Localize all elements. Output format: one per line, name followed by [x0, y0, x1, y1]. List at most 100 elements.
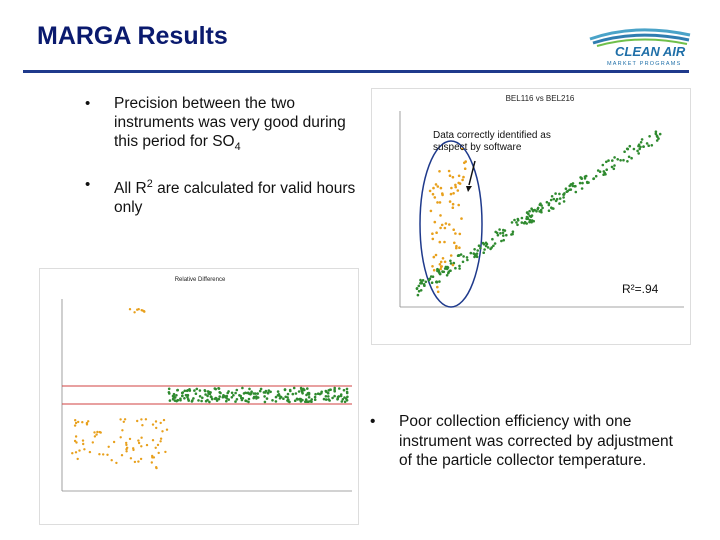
suspect-point — [431, 265, 434, 268]
suspect-point — [98, 430, 101, 434]
suspect-point — [431, 232, 434, 235]
suspect-point — [159, 437, 163, 440]
suspect-point — [95, 433, 98, 436]
valid-point — [580, 187, 584, 190]
valid-point — [183, 389, 187, 393]
suspect-point — [165, 428, 169, 431]
valid-point — [484, 244, 488, 248]
suspect-point — [458, 246, 461, 249]
valid-point — [192, 397, 195, 400]
suspect-point — [159, 421, 162, 425]
valid-point — [343, 400, 347, 404]
valid-point — [313, 395, 317, 399]
valid-point — [526, 217, 530, 221]
suspect-point — [457, 203, 460, 207]
valid-point — [574, 190, 578, 194]
valid-point — [605, 168, 608, 171]
valid-point — [176, 388, 179, 392]
valid-point — [628, 144, 632, 148]
bullet-precision: • Precision between the two instruments … — [85, 94, 360, 157]
valid-point — [219, 391, 222, 395]
difference-plot: Relative Difference — [61, 277, 352, 492]
valid-point — [515, 221, 518, 224]
valid-point — [305, 393, 308, 397]
valid-point — [458, 264, 461, 268]
suspect-point — [456, 189, 460, 192]
suspect-point — [449, 192, 453, 196]
valid-point — [626, 160, 629, 163]
valid-point — [549, 198, 553, 202]
valid-point — [314, 392, 317, 396]
valid-point — [541, 206, 544, 210]
valid-point — [645, 142, 649, 145]
valid-point — [254, 392, 257, 395]
suspect-point — [455, 246, 458, 250]
valid-point — [338, 387, 341, 390]
valid-point — [213, 397, 217, 401]
suspect-point — [436, 285, 439, 289]
valid-point — [486, 246, 490, 249]
suspect-point — [74, 451, 78, 454]
valid-point — [611, 159, 614, 162]
suspect-point — [433, 196, 437, 199]
valid-point — [499, 232, 502, 235]
valid-point — [339, 394, 343, 398]
valid-point — [207, 390, 211, 394]
bullet-dot: • — [370, 413, 376, 430]
suspect-point — [81, 439, 85, 442]
bullet-r2: • All R2 are calculated for valid hours … — [85, 175, 360, 217]
valid-point — [545, 200, 549, 204]
suspect-point — [455, 244, 458, 248]
valid-point — [416, 293, 420, 297]
valid-point — [554, 192, 557, 195]
valid-point — [636, 149, 639, 153]
suspect-point — [119, 418, 122, 421]
valid-point — [238, 394, 241, 397]
valid-point — [654, 132, 658, 135]
valid-point — [234, 391, 237, 395]
valid-point — [265, 397, 269, 400]
valid-point — [328, 388, 331, 392]
suspect-point — [439, 186, 443, 190]
valid-point — [623, 150, 626, 153]
valid-point — [204, 399, 208, 403]
suspect-point — [81, 421, 84, 424]
suspect-point — [133, 460, 137, 464]
valid-point — [520, 216, 524, 220]
title-rule — [23, 70, 689, 73]
suspect-point — [123, 418, 127, 421]
valid-point — [288, 400, 291, 404]
suspect-point — [440, 223, 444, 227]
valid-point — [217, 397, 221, 401]
valid-point — [571, 184, 574, 188]
valid-point — [167, 391, 171, 394]
suspect-point — [431, 237, 435, 241]
valid-point — [656, 135, 659, 138]
valid-point — [217, 387, 221, 390]
valid-point — [190, 400, 194, 403]
suspect-point — [98, 453, 101, 456]
suspect-point — [154, 420, 158, 423]
valid-point — [647, 144, 650, 147]
valid-point — [564, 187, 568, 190]
valid-point — [222, 394, 225, 397]
svg-text:MARKET PROGRAMS: MARKET PROGRAMS — [607, 61, 681, 67]
valid-point — [502, 234, 505, 237]
suspect-point — [164, 450, 167, 454]
valid-point — [502, 238, 505, 242]
valid-point — [462, 255, 465, 258]
valid-point — [613, 164, 616, 167]
suspect-point — [452, 192, 455, 195]
valid-point — [491, 237, 494, 241]
valid-point — [530, 214, 534, 217]
suspect-point — [125, 443, 128, 447]
suspect-point — [434, 253, 438, 257]
suspect-callout: Data correctly identified as suspect by … — [433, 130, 551, 153]
valid-point — [513, 218, 516, 222]
valid-point — [345, 387, 349, 391]
valid-point — [622, 158, 625, 162]
valid-point — [539, 208, 543, 212]
valid-point — [187, 399, 190, 402]
valid-point — [502, 228, 505, 232]
valid-point — [483, 248, 486, 251]
